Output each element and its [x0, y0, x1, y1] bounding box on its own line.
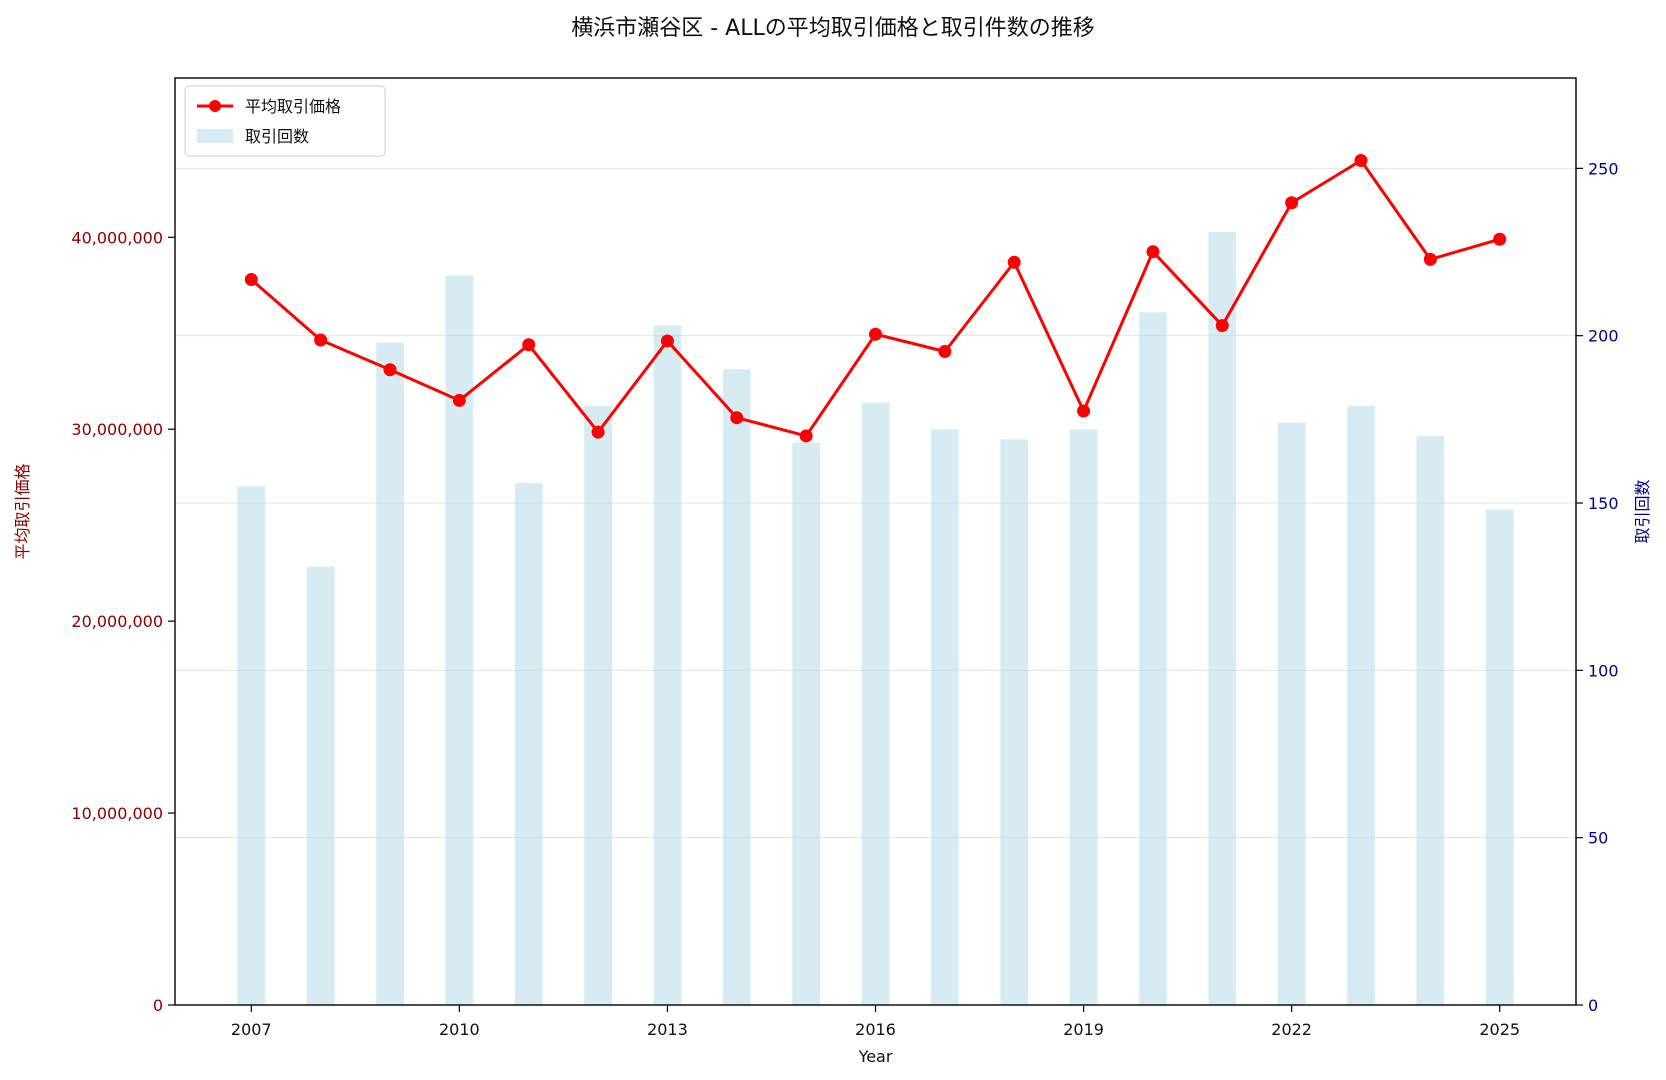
bar-2019 — [1069, 429, 1098, 1005]
bar-2011 — [514, 482, 543, 1005]
bar-2015 — [792, 442, 821, 1005]
price-point-2022 — [1285, 196, 1299, 210]
price-point-2025 — [1493, 232, 1507, 246]
left-y-axis: 0 10,000,000 20,000,000 30,000,000 40,000,00… — [71, 228, 175, 1015]
price-point-2009 — [383, 363, 397, 377]
bar-2021 — [1208, 231, 1237, 1005]
price-point-2008 — [314, 333, 328, 347]
bar-2012 — [584, 405, 612, 1006]
right-y-tick-label: 100 — [1588, 661, 1619, 680]
price-point-2007 — [244, 273, 258, 287]
chart-title: 横浜市瀬谷区 - ALLの平均取引価格と取引件数の推移 — [571, 16, 1095, 41]
price-line — [250, 159, 1501, 438]
left-y-axis-label: 平均取引価格 — [13, 463, 32, 559]
bar-2009 — [376, 342, 404, 1006]
bar-2017 — [930, 429, 959, 1005]
price-point-2014 — [730, 411, 744, 425]
bar-2007 — [237, 486, 266, 1005]
price-point-2011 — [522, 338, 536, 352]
bar-2014 — [722, 369, 751, 1005]
bar-2024 — [1416, 436, 1445, 1006]
x-tick-label: 2022 — [1271, 1020, 1312, 1039]
left-y-tick-label: 30,000,000 — [71, 420, 163, 439]
price-point-2016 — [869, 327, 882, 341]
price-point-2013 — [660, 334, 674, 348]
price-point-2020 — [1146, 245, 1160, 259]
bar-2020 — [1139, 312, 1167, 1006]
left-y-tick-label: 40,000,000 — [71, 228, 163, 247]
x-tick-label: 2013 — [647, 1020, 688, 1039]
line-series-avg-price — [244, 154, 1507, 443]
left-y-tick-label: 0 — [153, 996, 163, 1015]
bar-series-transactions — [237, 231, 1514, 1006]
price-point-2010 — [452, 393, 466, 407]
right-y-tick-label: 250 — [1588, 159, 1619, 178]
legend-label-transactions: 取引回数 — [245, 127, 309, 146]
bar-2010 — [445, 275, 474, 1006]
left-y-tick-label: 20,000,000 — [71, 612, 163, 631]
price-point-2023 — [1354, 154, 1368, 168]
right-y-axis-label: 取引回数 — [1633, 479, 1652, 543]
price-point-2019 — [1077, 404, 1091, 418]
x-axis-label: Year — [858, 1047, 893, 1066]
bar-2022 — [1277, 422, 1306, 1005]
legend-line-marker — [209, 100, 221, 112]
bar-2018 — [1000, 439, 1029, 1006]
price-point-2012 — [591, 425, 605, 439]
right-y-tick-label: 0 — [1588, 996, 1598, 1015]
price-point-2018 — [1007, 255, 1021, 269]
price-point-2017 — [938, 344, 952, 358]
right-y-tick-label: 50 — [1588, 829, 1608, 848]
bar-2008 — [306, 566, 335, 1005]
bar-2025 — [1485, 509, 1514, 1005]
bar-2023 — [1347, 405, 1375, 1006]
x-tick-label: 2019 — [1063, 1020, 1104, 1039]
price-point-2024 — [1423, 252, 1437, 266]
bar-2013 — [653, 325, 682, 1005]
legend-box — [184, 85, 386, 157]
x-tick-label: 2010 — [439, 1020, 480, 1039]
x-tick-label: 2016 — [855, 1020, 896, 1039]
price-point-2015 — [799, 429, 813, 443]
bar-2016 — [861, 402, 890, 1006]
legend: 平均取引価格 取引回数 — [184, 85, 386, 157]
left-y-tick-label: 10,000,000 — [71, 804, 163, 823]
legend-bar-swatch — [197, 129, 233, 143]
x-tick-label: 2025 — [1479, 1020, 1520, 1039]
legend-label-avg-price: 平均取引価格 — [245, 97, 341, 116]
x-tick-label: 2007 — [231, 1020, 272, 1039]
right-y-tick-label: 150 — [1588, 494, 1619, 513]
right-y-axis: 0 50 100 150 200 250 — [1576, 159, 1619, 1015]
price-point-2021 — [1215, 319, 1229, 333]
right-y-tick-label: 200 — [1588, 327, 1619, 346]
x-axis: 2007 2010 2013 2016 2019 2022 2025 — [231, 1005, 1520, 1039]
